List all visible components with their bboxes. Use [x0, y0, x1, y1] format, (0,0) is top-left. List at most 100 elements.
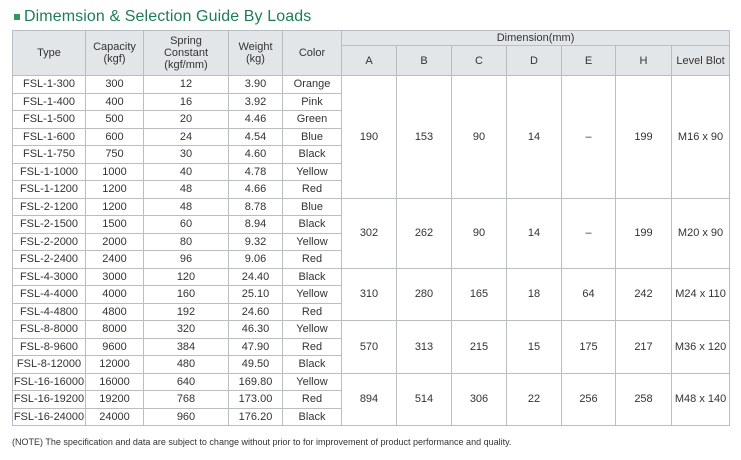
cell-dim-c: 215: [451, 320, 507, 374]
cell-type: FSL-16-19200: [12, 390, 86, 409]
cell-level-bolt: M20 x 90: [670, 197, 731, 269]
cell-type: FSL-2-2400: [12, 250, 86, 269]
cell-color: Yellow: [282, 162, 342, 181]
cell-dim-a: 570: [341, 320, 397, 374]
cell-spring-constant: 80: [143, 232, 229, 251]
cell-weight: 8.78: [228, 197, 283, 216]
header-level-bolt: Level Blot: [670, 45, 731, 76]
cell-weight: 49.50: [228, 355, 283, 374]
cell-dim-c: 90: [451, 75, 507, 199]
table-row: FSL-16-16000 16000 640 169.80 Yellow 894 514 30…: [12, 372, 731, 426]
cell-capacity: 300: [85, 75, 144, 94]
cell-capacity: 500: [85, 110, 144, 129]
cell-weight: 4.66: [228, 180, 283, 199]
cell-spring-constant: 768: [143, 390, 229, 409]
cell-color: Yellow: [282, 320, 342, 339]
table-body: FSL-1-300 300 12 3.90 Orange 190 153 90 14–199 M1…: [12, 75, 731, 426]
header-capacity: Capacity (kgf): [85, 30, 144, 76]
table-row: FSL-2-2000 2000 80 9.32 Yellow: [12, 232, 730, 251]
cell-color: Orange: [282, 75, 342, 94]
header-dim-b: B: [396, 45, 452, 76]
header-weight: Weight (kg): [228, 30, 283, 76]
table-row: FSL-1-400 400 16 3.92 Pink: [12, 92, 730, 111]
selection-guide-table: Type Capacity (kgf) Spring Constant (kgf/mm…: [12, 30, 731, 426]
table-row: FSL-2-1200 1200 48 8.78 Blue 302 262 90 14–199 M2…: [12, 197, 731, 269]
cell-type: FSL-1-500: [12, 110, 86, 129]
cell-capacity: 24000: [85, 407, 144, 426]
cell-color: Blue: [282, 127, 342, 146]
cell-capacity: 2400: [85, 250, 144, 269]
table-row: FSL-4-4000 4000 160 25.10 Yellow: [12, 285, 730, 304]
header-dim-h: H: [615, 45, 672, 76]
cell-dim-a: 894: [341, 372, 397, 426]
cell-capacity: 4000: [85, 285, 144, 304]
cell-dim-h: 217: [615, 320, 672, 374]
cell-spring-constant: 24: [143, 127, 229, 146]
cell-spring-constant: 480: [143, 355, 229, 374]
cell-spring-constant: 160: [143, 285, 229, 304]
cell-spring-constant: 48: [143, 180, 229, 199]
cell-weight: 25.10: [228, 285, 283, 304]
cell-capacity: 750: [85, 145, 144, 164]
cell-weight: 4.78: [228, 162, 283, 181]
cell-type: FSL-1-1000: [12, 162, 86, 181]
cell-dim-d: 22: [506, 372, 562, 426]
cell-spring-constant: 192: [143, 302, 229, 321]
cell-spring-constant: 320: [143, 320, 229, 339]
cell-capacity: 19200: [85, 390, 144, 409]
table-row: FSL-4-3000 3000 120 24.40 Black 310 280 165 18 64…: [12, 267, 731, 321]
cell-level-bolt: M36 x 120: [670, 320, 731, 374]
cell-dim-e: 64: [561, 267, 616, 321]
cell-weight: 47.90: [228, 337, 283, 356]
cell-dim-a: 302: [341, 197, 397, 269]
cell-spring-constant: 120: [143, 267, 229, 286]
cell-capacity: 1200: [85, 180, 144, 199]
cell-weight: 24.60: [228, 302, 283, 321]
header-dim-d: D: [506, 45, 562, 76]
cell-color: Black: [282, 355, 342, 374]
header-dimension: Dimension(mm): [340, 30, 731, 46]
cell-dim-d: 15: [506, 320, 562, 374]
table-row: FSL-8-12000 12000 480 49.50 Black: [12, 355, 730, 374]
cell-capacity: 4800: [85, 302, 144, 321]
cell-weight: 3.90: [228, 75, 283, 94]
cell-capacity: 8000: [85, 320, 144, 339]
cell-dim-h: 258: [615, 372, 672, 426]
cell-dim-c: 165: [451, 267, 507, 321]
table-row: FSL-16-24000 24000 960 176.20 Black: [12, 407, 730, 426]
cell-level-bolt: M24 x 110: [670, 267, 731, 321]
cell-color: Red: [282, 180, 342, 199]
cell-type: FSL-4-3000: [12, 267, 86, 286]
cell-level-bolt: M16 x 90: [670, 75, 731, 199]
footnote: (NOTE) The specification and data are su…: [12, 437, 512, 447]
cell-spring-constant: 16: [143, 92, 229, 111]
table-row: FSL-1-300 300 12 3.90 Orange 190 153 90 14–199 M1…: [12, 75, 731, 199]
cell-type: FSL-1-300: [12, 75, 86, 94]
cell-spring-constant: 384: [143, 337, 229, 356]
cell-capacity: 600: [85, 127, 144, 146]
cell-dim-d: 14: [506, 197, 562, 269]
cell-color: Yellow: [282, 372, 342, 391]
table-row: FSL-8-8000 8000 320 46.30 Yellow 570 313 215 15 1…: [12, 320, 731, 374]
cell-capacity: 16000: [85, 372, 144, 391]
cell-weight: 46.30: [228, 320, 283, 339]
cell-color: Black: [282, 267, 342, 286]
cell-capacity: 3000: [85, 267, 144, 286]
cell-capacity: 12000: [85, 355, 144, 374]
cell-color: Pink: [282, 92, 342, 111]
cell-color: Red: [282, 337, 342, 356]
cell-type: FSL-4-4800: [12, 302, 86, 321]
cell-weight: 9.32: [228, 232, 283, 251]
table-row: FSL-2-1500 1500 60 8.94 Black: [12, 215, 730, 234]
cell-dim-c: 90: [451, 197, 507, 269]
cell-spring-constant: 40: [143, 162, 229, 181]
cell-dim-e: –: [561, 75, 616, 199]
cell-color: Black: [282, 407, 342, 426]
cell-type: FSL-8-12000: [12, 355, 86, 374]
page-title: Dimemsion & Selection Guide By Loads: [24, 8, 312, 25]
cell-dim-a: 190: [341, 75, 397, 199]
cell-dim-e: –: [561, 197, 616, 269]
cell-spring-constant: 60: [143, 215, 229, 234]
cell-type: FSL-1-600: [12, 127, 86, 146]
cell-color: Black: [282, 215, 342, 234]
